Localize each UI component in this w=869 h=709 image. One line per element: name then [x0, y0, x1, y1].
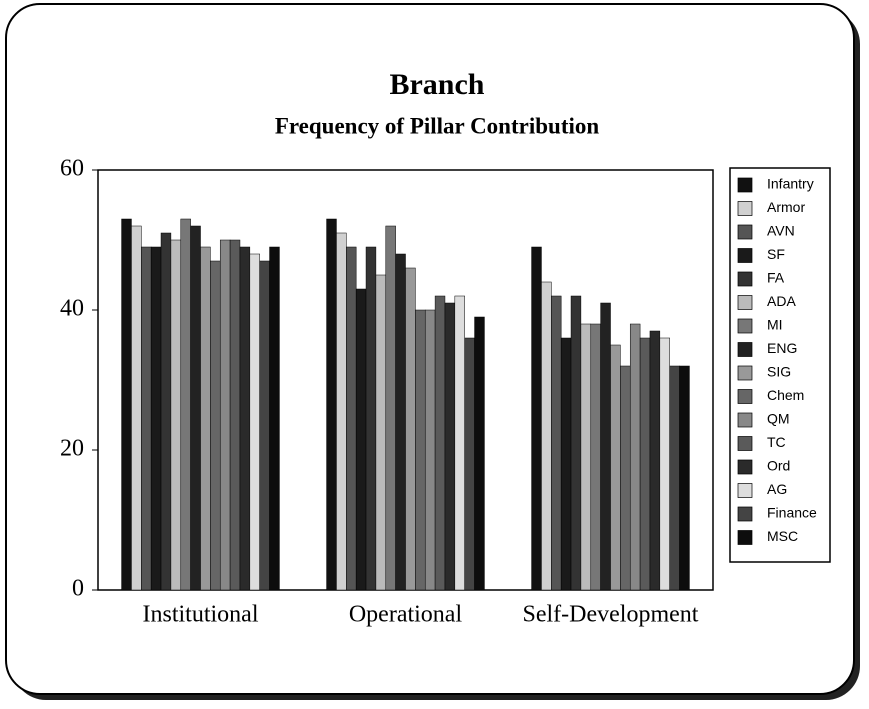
bar [219, 239, 231, 591]
legend-swatch [737, 295, 753, 310]
legend-swatch [737, 389, 753, 404]
bar [590, 323, 601, 591]
legend-swatch [737, 483, 753, 498]
bar [551, 295, 562, 591]
legend-label: SF [767, 246, 785, 262]
bar [629, 323, 641, 591]
bar [200, 246, 211, 591]
chart-subtitle: Frequency of Pillar Contribution [275, 113, 600, 138]
legend-label: MI [767, 317, 783, 333]
bar [464, 337, 475, 591]
bar [541, 281, 552, 591]
x-tick-label: Self-Development [523, 602, 699, 628]
bar [600, 302, 611, 591]
legend-swatch [737, 436, 753, 451]
legend-label: Armor [767, 199, 805, 215]
legend-swatch [737, 412, 753, 428]
bar [346, 246, 357, 591]
bar [424, 309, 436, 591]
bar [669, 365, 680, 591]
legend-swatch [737, 177, 753, 193]
bar [269, 246, 280, 591]
bar [415, 309, 426, 591]
bar [210, 260, 221, 591]
bar [160, 232, 172, 591]
bar [454, 295, 465, 591]
legend-label: SIG [767, 364, 791, 380]
bar [610, 344, 621, 591]
legend-label: QM [767, 411, 790, 427]
x-tick-label: Operational [349, 602, 463, 628]
legend-swatch [737, 248, 753, 263]
legend-swatch [737, 506, 753, 522]
legend-label: Infantry [767, 176, 814, 192]
legend-label: ENG [767, 340, 797, 356]
bar [560, 337, 572, 591]
bar [385, 225, 396, 591]
legend-label: Chem [767, 387, 804, 403]
bar [531, 246, 542, 591]
bar [570, 295, 582, 591]
bar [659, 337, 670, 591]
legend-label: TC [767, 434, 786, 450]
bar [355, 288, 367, 591]
bar [620, 365, 631, 591]
bar [326, 218, 337, 591]
chart-title: Branch [389, 68, 484, 101]
bar [150, 246, 162, 591]
bar [170, 239, 182, 591]
bar [141, 246, 152, 591]
bar [180, 218, 191, 591]
y-tick-label: 60 [60, 156, 84, 182]
bar [336, 232, 347, 591]
bar [375, 274, 387, 591]
bar [639, 337, 651, 591]
y-tick-label: 40 [60, 296, 84, 322]
bar [259, 260, 270, 591]
bar [249, 253, 260, 591]
legend-swatch [737, 459, 753, 475]
bar [444, 302, 456, 591]
legend-swatch [737, 365, 753, 381]
y-tick-label: 20 [60, 436, 84, 462]
bar [679, 365, 690, 591]
bar [395, 253, 406, 591]
y-tick-label: 0 [72, 576, 84, 602]
bar [580, 323, 592, 591]
legend-label: AVN [767, 223, 795, 239]
legend-label: FA [767, 270, 785, 286]
legend-swatch [737, 271, 753, 287]
legend-label: Finance [767, 505, 817, 521]
legend-label: ADA [767, 293, 796, 309]
bar [239, 246, 251, 591]
legend-swatch [737, 224, 753, 240]
legend-swatch [737, 530, 753, 545]
legend-label: MSC [767, 528, 798, 544]
bar [649, 330, 661, 591]
legend-swatch [737, 342, 753, 357]
bar [121, 218, 132, 591]
bar [190, 225, 201, 591]
bar [365, 246, 377, 591]
bar [474, 316, 485, 591]
legend-swatch [737, 201, 753, 216]
bar [229, 239, 241, 591]
legend-label: AG [767, 481, 787, 497]
bar [131, 225, 142, 591]
legend-label: Ord [767, 458, 790, 474]
x-tick-label: Institutional [143, 602, 259, 628]
bar [434, 295, 446, 591]
legend-swatch [737, 318, 753, 334]
bar [405, 267, 416, 591]
